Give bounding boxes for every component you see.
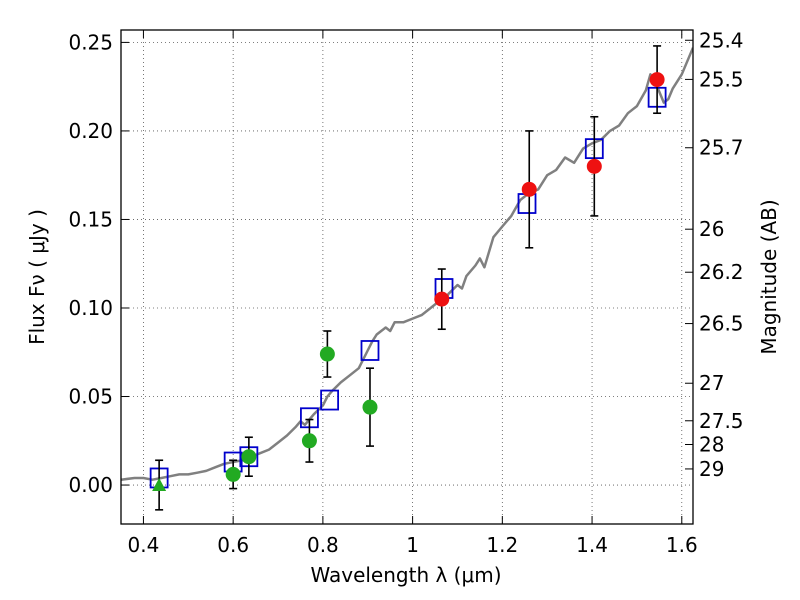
- data-point: [319, 346, 335, 362]
- y2-tick-label: 26.2: [699, 260, 744, 284]
- x-tick-label: 0.4: [128, 533, 160, 557]
- data-point: [586, 158, 602, 174]
- y-tick-label: 0.00: [68, 473, 113, 497]
- x-tick-label: 0.6: [217, 533, 249, 557]
- y2-tick-label: 25.7: [699, 136, 744, 160]
- data-point: [521, 181, 537, 197]
- y2-tick-label: 27.5: [699, 409, 744, 433]
- x-tick-label: 0.8: [307, 533, 339, 557]
- data-point: [434, 291, 450, 307]
- grid-lines: [121, 30, 693, 524]
- data-point: [649, 72, 665, 88]
- plot-clipped-group: [121, 45, 693, 511]
- data-point: [241, 449, 257, 465]
- x-tick-label: 1.4: [576, 533, 608, 557]
- x-tick-label: 1: [406, 533, 419, 557]
- data-point: [362, 399, 378, 415]
- data-point: [225, 466, 241, 482]
- data-point: [301, 433, 317, 449]
- y2-tick-label: 27: [699, 371, 724, 395]
- y2-tick-label: 26.5: [699, 312, 744, 336]
- y-tick-label: 0.20: [68, 119, 113, 143]
- y-tick-label: 0.15: [68, 207, 113, 231]
- y2-tick-label: 26: [699, 217, 724, 241]
- y2-tick-label: 29: [699, 457, 724, 481]
- x-tick-label: 1.6: [666, 533, 698, 557]
- upper-limit-triangle: [152, 478, 167, 492]
- y2-axis-label: Magnitude (AB): [757, 199, 781, 354]
- x-tick-label: 1.2: [486, 533, 518, 557]
- axes-frame: [120, 29, 694, 525]
- y-axis-label: Flux Fν ( μJy ): [25, 209, 49, 345]
- y2-tick-label: 28: [699, 432, 724, 456]
- spectrum-line: [121, 47, 693, 481]
- x-axis-label: Wavelength λ (μm): [310, 563, 501, 587]
- y-tick-label: 0.25: [68, 30, 113, 54]
- model-square-marker: [360, 340, 380, 361]
- model-square-marker: [517, 193, 537, 214]
- y2-tick-label: 25.4: [699, 28, 744, 52]
- y-tick-label: 0.10: [68, 296, 113, 320]
- y-tick-label: 0.05: [68, 385, 113, 409]
- model-square-marker: [320, 389, 340, 411]
- y2-tick-label: 25.5: [699, 67, 744, 91]
- axis-ticks: 0.4 0.6 0.8 1 1.2 1.4 1.6 0.00 0.05 0.10 0.15 0.20 0…: [68, 28, 743, 557]
- plot-area: [121, 45, 693, 511]
